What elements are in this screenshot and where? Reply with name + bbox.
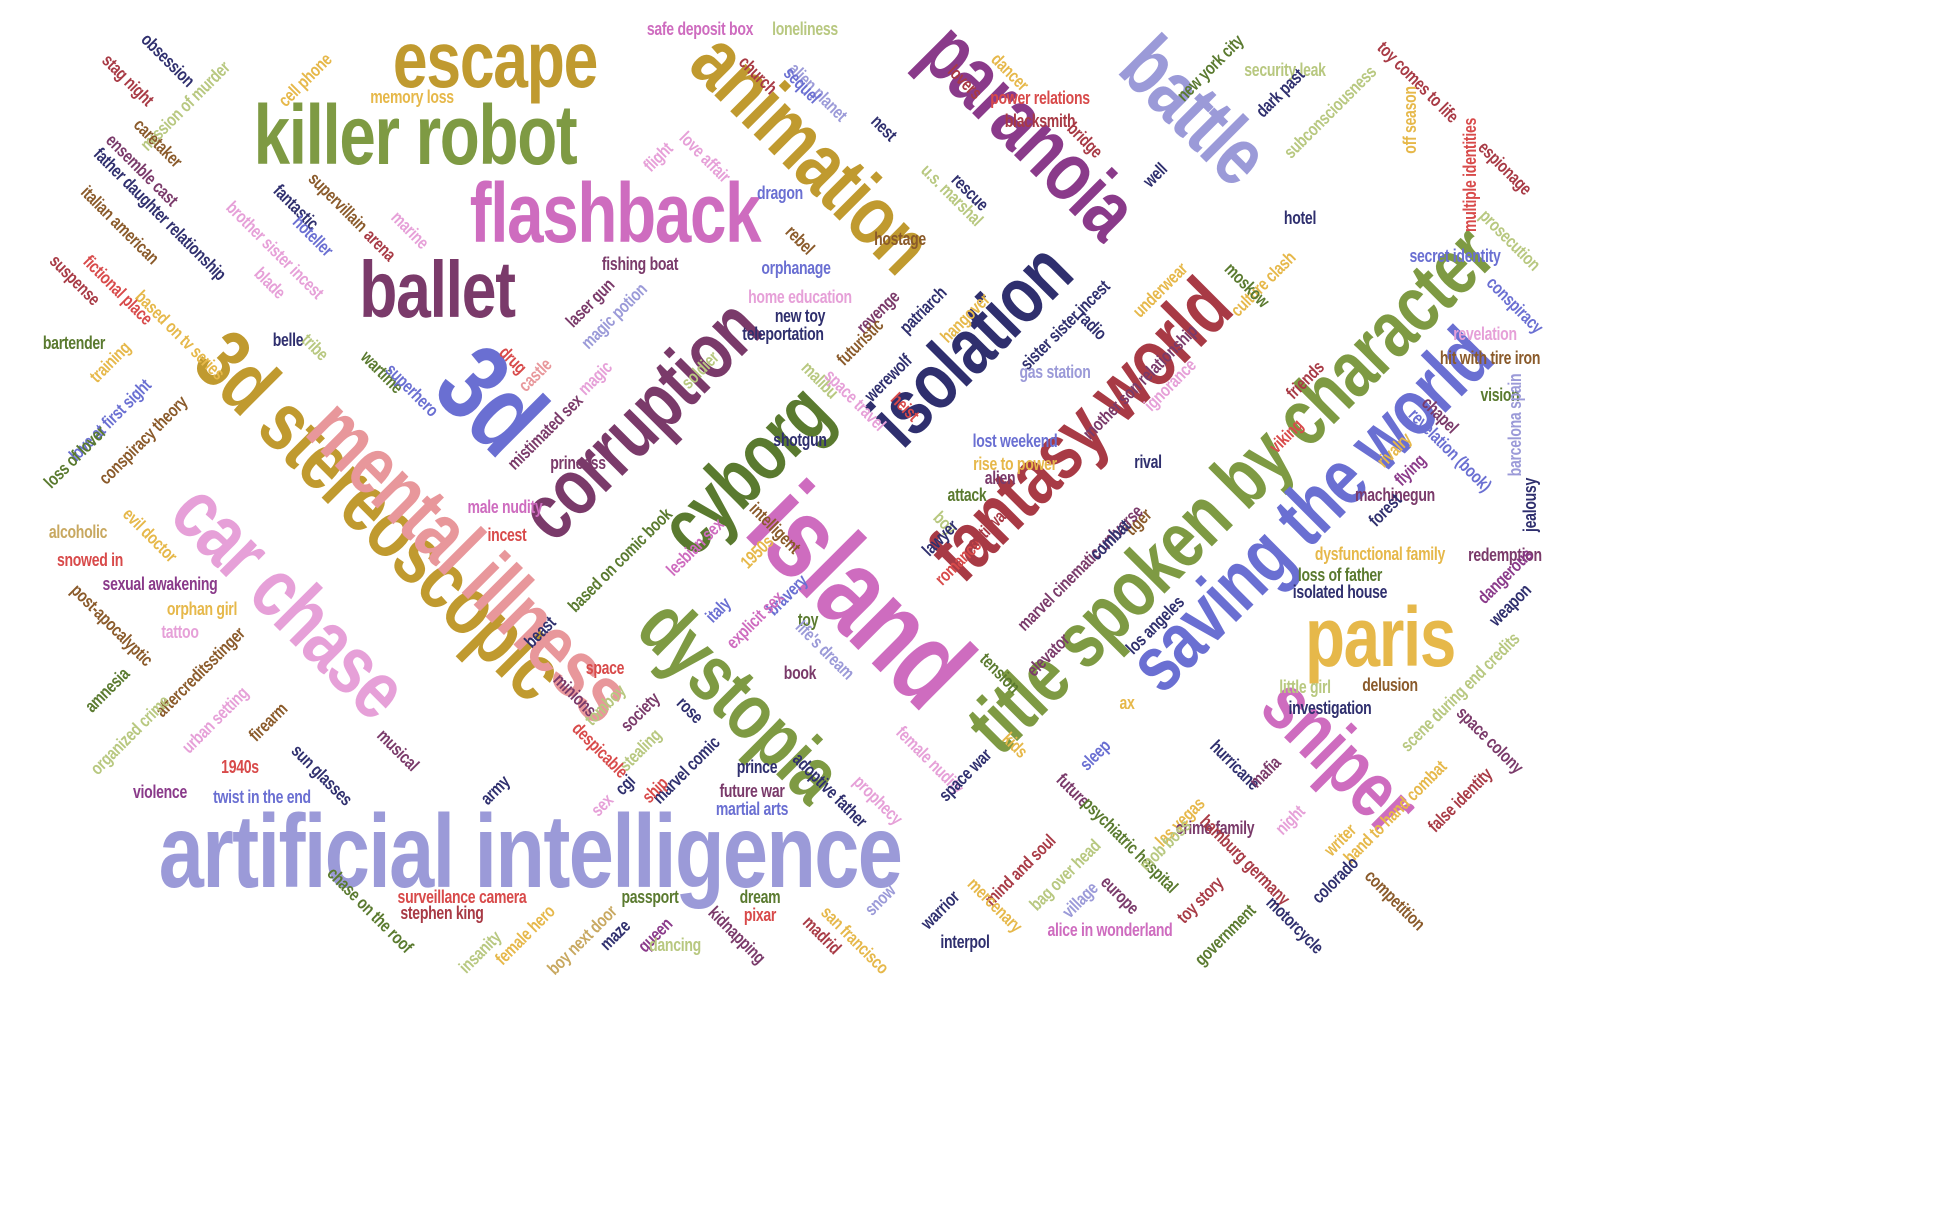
cloud-word: pixar bbox=[743, 905, 777, 925]
cloud-word: book bbox=[783, 663, 817, 683]
cloud-word: delusion bbox=[1362, 675, 1418, 695]
cloud-word: jealousy bbox=[1520, 478, 1540, 532]
cloud-word: revelation bbox=[1453, 324, 1517, 344]
cloud-word: multiple identities bbox=[1460, 117, 1480, 233]
cloud-word: safe deposit box bbox=[646, 19, 754, 39]
cloud-word: fishing boat bbox=[601, 254, 679, 274]
cloud-word: gas station bbox=[1019, 362, 1091, 382]
cloud-word: dragon bbox=[757, 183, 803, 203]
cloud-word: post-apocalyptic bbox=[67, 580, 157, 670]
cloud-word: bartender bbox=[42, 333, 106, 353]
cloud-word: colorado bbox=[1307, 852, 1363, 908]
cloud-word: prince bbox=[736, 757, 778, 777]
cloud-word: europe bbox=[1096, 871, 1144, 919]
cloud-word: nest bbox=[867, 111, 901, 145]
cloud-word: belle bbox=[272, 330, 304, 350]
cloud-word: 1940s bbox=[221, 757, 259, 777]
cloud-word: tattoo bbox=[161, 622, 199, 642]
cloud-word: espionage bbox=[1474, 137, 1536, 199]
cloud-word: orphanage bbox=[761, 258, 831, 278]
cloud-word: dream bbox=[739, 887, 781, 907]
cloud-word: teleportation bbox=[742, 324, 824, 344]
cloud-word: alien bbox=[984, 468, 1016, 488]
cloud-word: artificial intelligence bbox=[158, 794, 903, 910]
cloud-word: dancing bbox=[649, 935, 701, 955]
cloud-word: amnesia bbox=[80, 663, 134, 717]
cloud-word: twist in the end bbox=[213, 787, 311, 807]
cloud-word: investigation bbox=[1288, 698, 1372, 718]
cloud-word: killer robot bbox=[253, 88, 578, 182]
cloud-word: stag night bbox=[98, 50, 158, 110]
cloud-word: warrior bbox=[916, 886, 964, 934]
cloud-word: loneliness bbox=[772, 19, 838, 39]
cloud-word: machinegun bbox=[1355, 485, 1435, 505]
cloud-word: tribe bbox=[297, 329, 333, 365]
cloud-word: orphan girl bbox=[166, 599, 238, 619]
cloud-word: violence bbox=[133, 782, 187, 802]
cloud-word: vision bbox=[1480, 385, 1520, 405]
cloud-word: rise to power bbox=[973, 454, 1057, 474]
cloud-word: sleep bbox=[1075, 735, 1115, 775]
cloud-word: radio bbox=[1073, 306, 1111, 344]
cloud-word: shotgun bbox=[773, 430, 827, 450]
cloud-word: isolated house bbox=[1292, 582, 1388, 602]
cloud-word: based on tv series bbox=[131, 286, 229, 384]
cloud-word: power relations bbox=[990, 88, 1090, 108]
cloud-word: blacksmith bbox=[1004, 111, 1076, 131]
cloud-word: princess bbox=[550, 453, 606, 473]
cloud-word: martial arts bbox=[715, 799, 789, 819]
cloud-word: off season bbox=[1400, 86, 1420, 154]
cloud-word: musical bbox=[373, 725, 423, 775]
cloud-word: rebel bbox=[781, 221, 819, 259]
cloud-word: night bbox=[1271, 801, 1309, 839]
cloud-word: obsession bbox=[137, 29, 199, 91]
cloud-word: interpol bbox=[940, 932, 990, 952]
cloud-word: attack bbox=[947, 485, 987, 505]
cloud-word: new toy bbox=[774, 306, 826, 326]
cloud-word: incest bbox=[487, 525, 527, 545]
cloud-word: escape bbox=[392, 15, 598, 104]
cloud-word: explicit sex bbox=[722, 587, 788, 653]
cloud-word: rival bbox=[1134, 452, 1162, 472]
cloud-word: despicable bbox=[568, 718, 632, 782]
cloud-word: ballet bbox=[359, 245, 516, 334]
cloud-word: passport bbox=[621, 887, 679, 907]
cloud-word: 3d bbox=[412, 321, 569, 478]
cloud-word: flashback bbox=[469, 166, 762, 260]
cloud-word: ax bbox=[1119, 693, 1135, 713]
cloud-word: hit with tire iron bbox=[1439, 348, 1541, 368]
cloud-word: competition bbox=[1360, 865, 1430, 935]
cloud-word: space colony bbox=[1452, 702, 1528, 778]
cloud-word: future war bbox=[719, 781, 785, 801]
cloud-word: sexual awakening bbox=[102, 574, 218, 594]
cloud-word: dysfunctional family bbox=[1314, 544, 1446, 564]
cloud-word: memory loss bbox=[370, 87, 454, 107]
cloud-word: loss of father bbox=[1297, 565, 1383, 585]
cloud-word: alice in wonderland bbox=[1047, 920, 1173, 940]
cloud-word: male nudity bbox=[467, 497, 543, 517]
cloud-word: hostage bbox=[874, 229, 926, 249]
cloud-word: crime family bbox=[1175, 818, 1255, 838]
cloud-word: hotel bbox=[1283, 208, 1317, 228]
cloud-word: redemption bbox=[1468, 545, 1542, 565]
cloud-word: snowed in bbox=[56, 550, 124, 570]
cloud-word: paris bbox=[1304, 590, 1456, 684]
cloud-word: firearm bbox=[244, 698, 292, 746]
cloud-word: toy bbox=[797, 610, 819, 630]
cloud-word: space bbox=[585, 658, 625, 678]
cloud-word: home education bbox=[748, 287, 852, 307]
cloud-word: surveillance camera bbox=[397, 887, 527, 907]
cloud-word: secret identity bbox=[1409, 246, 1501, 266]
cloud-word: lost weekend bbox=[972, 431, 1058, 451]
cloud-word: alcoholic bbox=[48, 522, 108, 542]
cloud-word: stephen king bbox=[400, 903, 484, 923]
cloud-word: security leak bbox=[1244, 60, 1326, 80]
cloud-word: loss of lover bbox=[39, 421, 111, 493]
cloud-word: barcelona spain bbox=[1505, 373, 1525, 477]
cloud-word: little girl bbox=[1279, 677, 1331, 697]
